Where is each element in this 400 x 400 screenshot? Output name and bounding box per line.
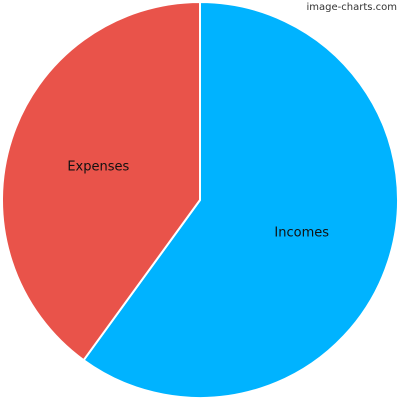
pie-label-expenses: Expenses (67, 160, 129, 175)
watermark-text: image-charts.com (307, 2, 398, 13)
pie-label-incomes: Incomes (274, 226, 329, 241)
pie-slice-incomes (82, 1, 399, 399)
pie-slice-expenses (1, 1, 201, 362)
pie-labels: Incomes Expenses (67, 160, 329, 241)
